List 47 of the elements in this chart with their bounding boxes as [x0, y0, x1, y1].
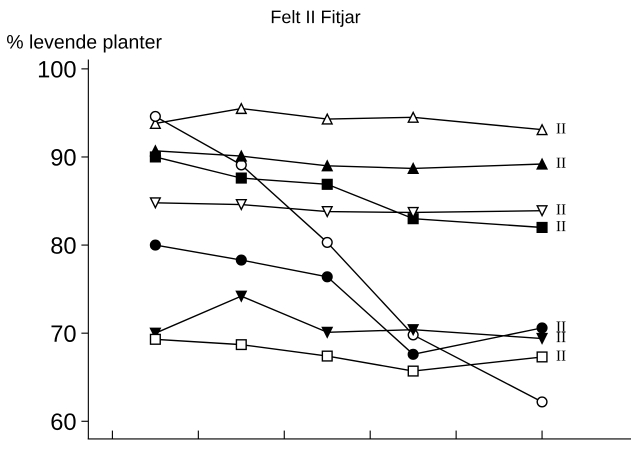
- point: [150, 151, 161, 163]
- point: [322, 206, 333, 218]
- series-label: II: [556, 332, 566, 342]
- point: [236, 290, 247, 302]
- series-label: II: [556, 322, 566, 332]
- series-label: II: [556, 221, 566, 232]
- y-tick-label: 60: [51, 413, 76, 430]
- point: [236, 339, 247, 350]
- y-axis-title: % levende planter: [7, 34, 162, 53]
- point: [408, 112, 419, 123]
- point: [408, 162, 419, 174]
- point: [322, 350, 333, 362]
- point: [150, 240, 161, 251]
- point: [536, 322, 548, 334]
- point: [322, 271, 333, 282]
- point: [236, 254, 247, 266]
- y-tick-label: 90: [51, 149, 76, 166]
- point: [536, 351, 548, 363]
- point: [536, 332, 548, 344]
- y-tick-label: 70: [51, 325, 76, 342]
- point: [322, 114, 333, 125]
- series-label: II: [556, 123, 566, 134]
- point: [322, 178, 333, 190]
- point: [322, 236, 333, 248]
- point: [150, 110, 161, 122]
- point: [322, 160, 333, 172]
- point: [150, 197, 161, 208]
- point: [408, 324, 419, 336]
- point: [236, 102, 247, 114]
- point: [536, 205, 548, 216]
- point: [236, 198, 247, 210]
- point: [536, 158, 548, 170]
- point: [408, 366, 419, 377]
- series-label: II: [556, 350, 566, 361]
- chart-title: Felt II Fitjar: [272, 10, 360, 27]
- series-label: II: [556, 204, 566, 214]
- series-label: II: [556, 158, 566, 168]
- point: [536, 222, 548, 234]
- point: [236, 150, 247, 162]
- point: [536, 396, 548, 408]
- y-tick-label: 80: [51, 237, 76, 254]
- point: [536, 124, 548, 136]
- point: [150, 334, 161, 345]
- y-tick-label: 100: [38, 60, 76, 78]
- point: [408, 348, 419, 360]
- point: [236, 172, 247, 184]
- point: [322, 326, 333, 338]
